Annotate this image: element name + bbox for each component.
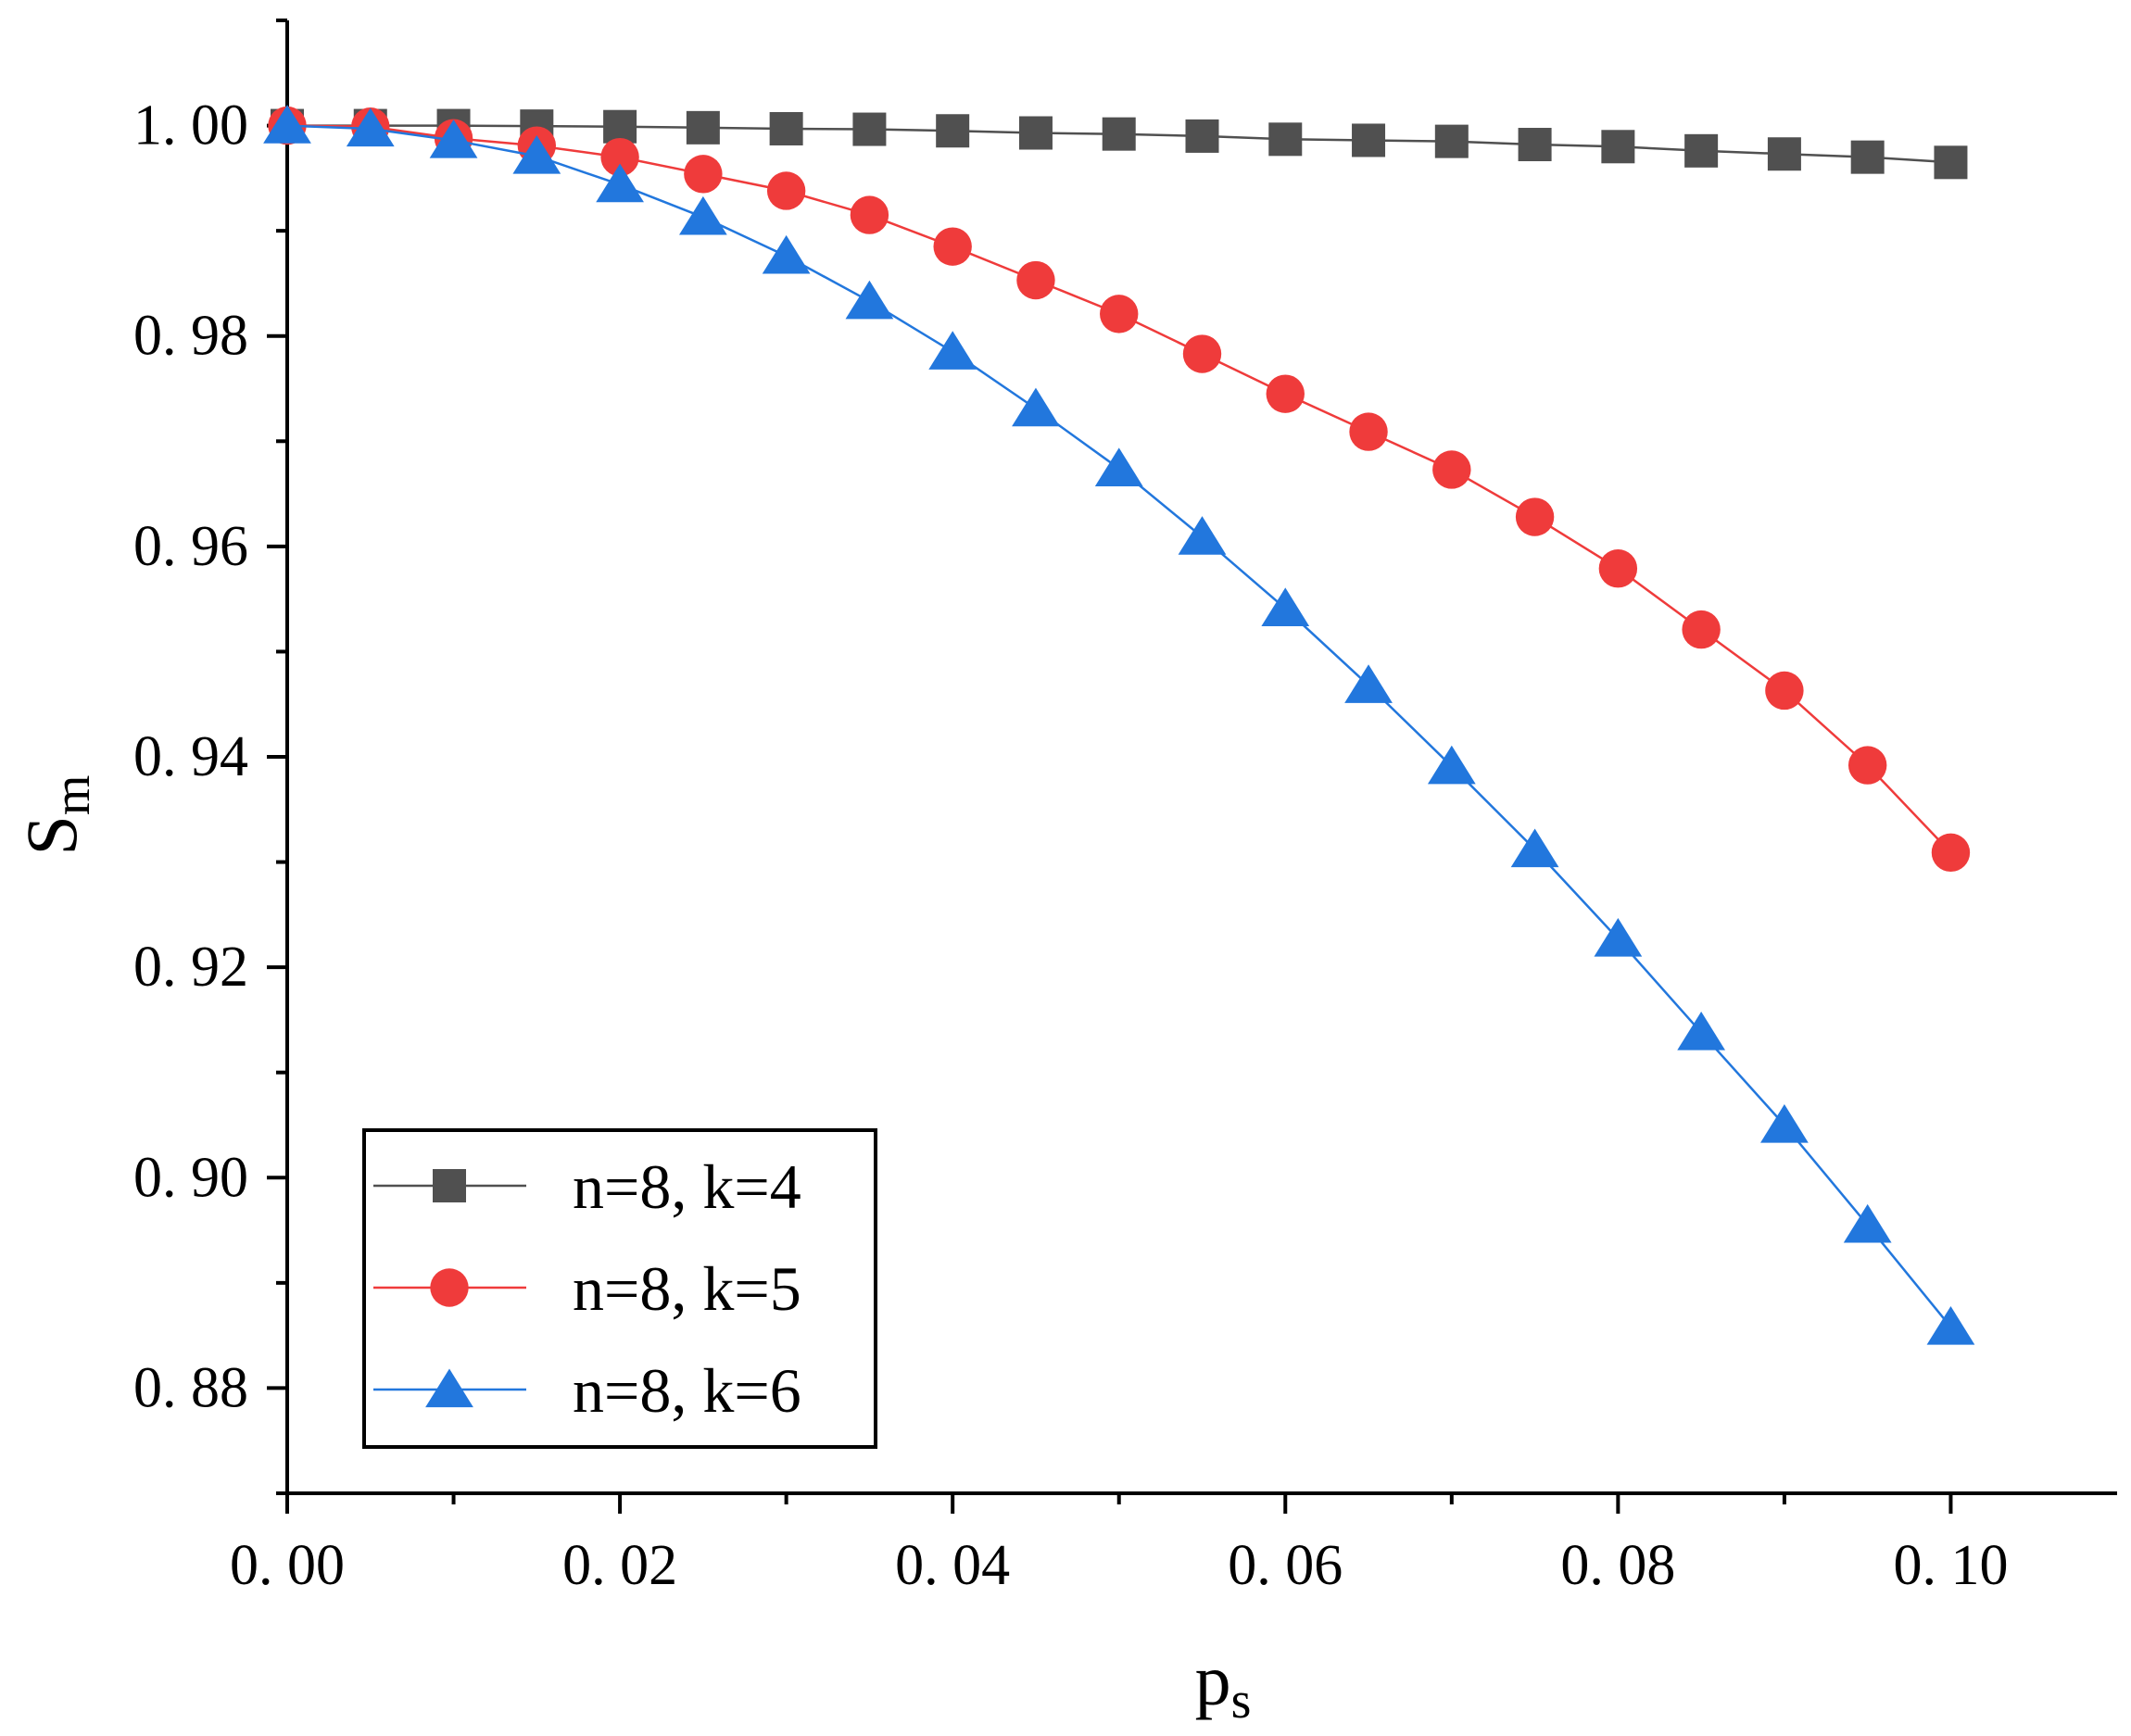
data-point (1598, 549, 1638, 588)
data-point (1594, 917, 1643, 957)
data-point (1268, 122, 1303, 157)
x-axis-title: ps (1195, 1640, 1252, 1730)
data-point (1760, 1104, 1809, 1143)
x-tick-label: 0. 02 (562, 1534, 677, 1597)
data-point (1765, 671, 1804, 711)
data-point (263, 105, 311, 144)
data-point (1344, 664, 1393, 703)
data-point (1850, 140, 1885, 174)
data-point (1684, 133, 1719, 168)
series-2 (268, 106, 1971, 873)
data-point (852, 112, 887, 146)
data-point (1012, 387, 1060, 427)
data-point (1931, 833, 1971, 873)
legend-label: n=8, k=4 (573, 1151, 801, 1222)
data-point (1178, 516, 1227, 555)
data-point (678, 195, 727, 235)
data-point (1100, 295, 1139, 333)
data-point (769, 111, 803, 145)
data-point (845, 280, 894, 320)
data-point (1510, 828, 1559, 868)
data-point (936, 114, 970, 148)
data-point (346, 107, 395, 147)
data-point (1847, 746, 1887, 785)
data-point (1518, 128, 1552, 162)
series-3 (263, 105, 1975, 1345)
series-layer (263, 105, 1975, 1345)
legend: n=8, k=4 n=8, k=5 n=8, k=6 (362, 1128, 877, 1449)
y-tick-label: 0. 90 (133, 1146, 248, 1209)
legend-marker (425, 1368, 473, 1408)
axes: 0. 00 0. 02 0. 04 0. 06 0. 08 0. 10 0. 88 0. 90… (133, 19, 2117, 1597)
series-line (286, 124, 1952, 854)
data-point (766, 171, 806, 210)
legend-label: n=8, k=5 (573, 1253, 801, 1324)
data-point (1352, 123, 1386, 157)
y-tick-label: 0. 96 (133, 515, 248, 578)
legend-item: n=8, k=5 (373, 1253, 801, 1324)
data-point (1767, 137, 1801, 171)
x-tick-label: 0. 08 (1560, 1534, 1675, 1597)
data-point (1515, 497, 1555, 536)
data-point (1016, 260, 1055, 300)
data-point (850, 195, 889, 234)
data-point (933, 227, 972, 266)
data-point (429, 119, 478, 158)
data-point (684, 155, 723, 194)
data-point (1677, 1012, 1726, 1050)
x-tick-label: 0. 06 (1228, 1534, 1343, 1597)
data-point (1926, 1306, 1975, 1345)
data-point (1434, 124, 1469, 158)
legend-item: n=8, k=4 (373, 1151, 801, 1222)
data-point (1185, 119, 1219, 153)
legend-label: n=8, k=6 (573, 1355, 801, 1426)
data-point (1427, 745, 1476, 785)
y-tick-label: 0. 88 (133, 1356, 248, 1419)
y-tick-label: 0. 94 (133, 725, 248, 788)
data-point (1843, 1203, 1892, 1243)
data-point (596, 163, 644, 203)
x-tick-label: 0. 10 (1893, 1534, 2008, 1597)
data-point (603, 109, 637, 144)
data-point (600, 137, 639, 177)
data-point (686, 110, 720, 145)
y-tick-label: 0. 98 (133, 305, 248, 368)
data-point (1266, 374, 1305, 413)
data-point (1018, 116, 1053, 150)
legend-marker (433, 1169, 466, 1202)
data-point (1682, 610, 1721, 649)
x-tick-label: 0. 04 (895, 1534, 1010, 1597)
data-point (1432, 450, 1471, 489)
y-tick-label: 0. 92 (133, 936, 248, 999)
y-tick-label: 1. 00 (133, 94, 248, 157)
data-point (762, 234, 811, 274)
data-point (928, 331, 977, 370)
data-point (1094, 447, 1143, 486)
y-axis-title: Sm (11, 775, 101, 856)
data-point (1934, 145, 1968, 180)
data-point (1182, 334, 1222, 373)
data-point (1102, 117, 1136, 151)
data-point (1261, 587, 1310, 626)
data-point (1349, 412, 1388, 451)
data-point (1601, 130, 1635, 164)
legend-marker (430, 1268, 469, 1307)
legend-item: n=8, k=6 (373, 1355, 801, 1426)
x-tick-label: 0. 00 (230, 1534, 345, 1597)
data-point (512, 135, 561, 174)
